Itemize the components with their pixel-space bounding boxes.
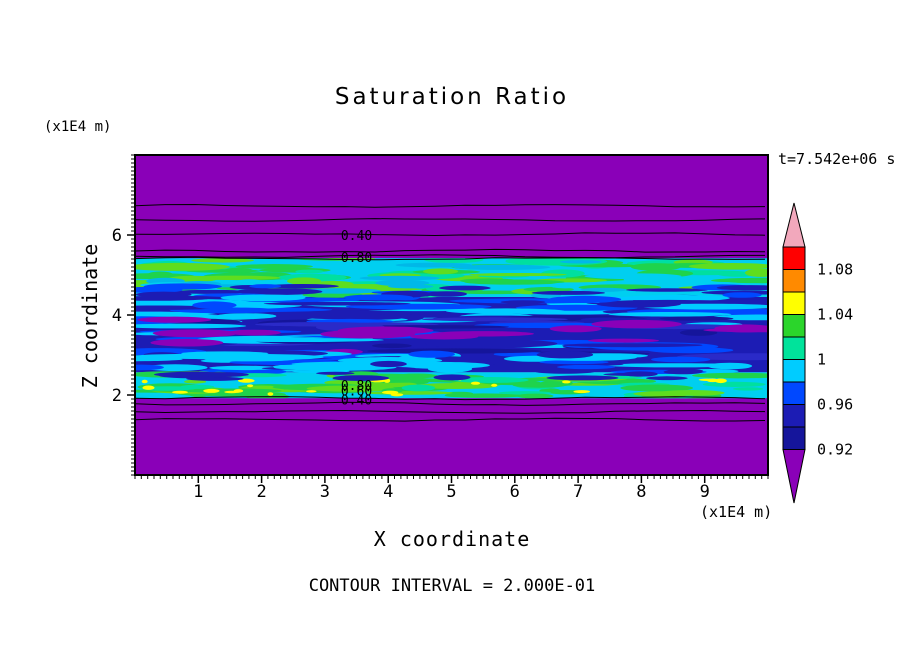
time-annotation: t=7.542e+06 s: [778, 150, 896, 168]
x-tick-label: 1: [193, 482, 203, 502]
colorbar-label: 0.92: [817, 441, 853, 459]
contour-label: 0.40: [341, 394, 372, 409]
x-tick-label: 2: [256, 482, 266, 502]
colorbar-segment: [782, 314, 806, 338]
colorbar-overflow-bottom: [782, 449, 806, 504]
y-tick-label: 4: [112, 306, 122, 326]
colorbar-segment: [782, 291, 806, 315]
contour-interval-note: CONTOUR INTERVAL = 2.000E-01: [308, 576, 596, 596]
axis-ticks: [127, 154, 769, 483]
colorbar-segment: [782, 336, 806, 360]
x-tick-label: 5: [446, 482, 456, 502]
x-axis-unit-label: (x1E4 m): [700, 503, 773, 521]
x-tick-label: 3: [320, 482, 330, 502]
y-tick-label: 2: [112, 386, 122, 406]
contour-label: 0.60: [341, 384, 372, 399]
contour-label: 0.80: [341, 251, 372, 266]
contour-label: 0.80: [341, 379, 372, 394]
colorbar-overflow-top: [782, 202, 806, 248]
x-axis-label: X coordinate: [373, 527, 531, 551]
colorbar-segment: [782, 246, 806, 270]
y-tick-label: 6: [112, 226, 122, 246]
colorbar: [782, 202, 806, 504]
x-tick-label: 9: [700, 482, 710, 502]
colorbar-label: 0.96: [817, 396, 853, 414]
x-tick-label: 4: [383, 482, 393, 502]
colorbar-segment: [782, 381, 806, 405]
y-axis-unit-label: (x1E4 m): [44, 119, 112, 135]
x-tick-label: 6: [510, 482, 520, 502]
field-texture: [135, 258, 768, 399]
colorbar-segment: [782, 269, 806, 293]
colorbar-segment: [782, 426, 806, 450]
chart-title: Saturation Ratio: [334, 84, 570, 110]
colorbar-label: 1.08: [817, 261, 853, 279]
contour-label: 0.40: [341, 229, 372, 244]
x-tick-label: 8: [636, 482, 646, 502]
colorbar-label: 1: [817, 351, 826, 369]
colorbar-segment: [782, 359, 806, 383]
x-tick-label: 7: [573, 482, 583, 502]
colorbar-segment: [782, 404, 806, 428]
contour-lines: [135, 203, 766, 422]
colorbar-label: 1.04: [817, 306, 853, 324]
